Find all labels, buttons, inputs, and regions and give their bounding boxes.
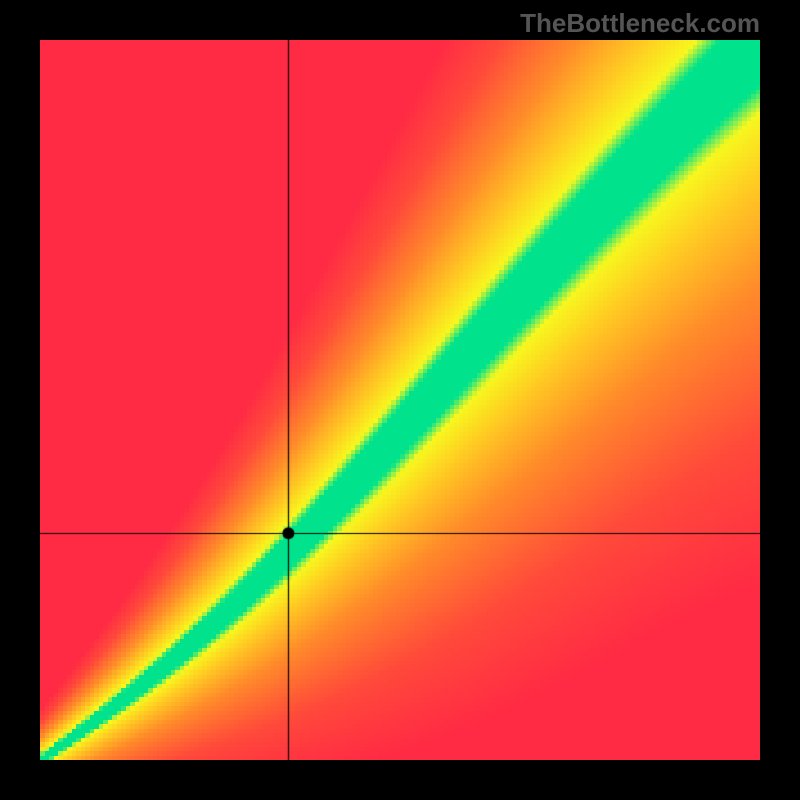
- heatmap-canvas: [0, 0, 800, 800]
- chart-container: TheBottleneck.com: [0, 0, 800, 800]
- watermark-text: TheBottleneck.com: [520, 8, 760, 39]
